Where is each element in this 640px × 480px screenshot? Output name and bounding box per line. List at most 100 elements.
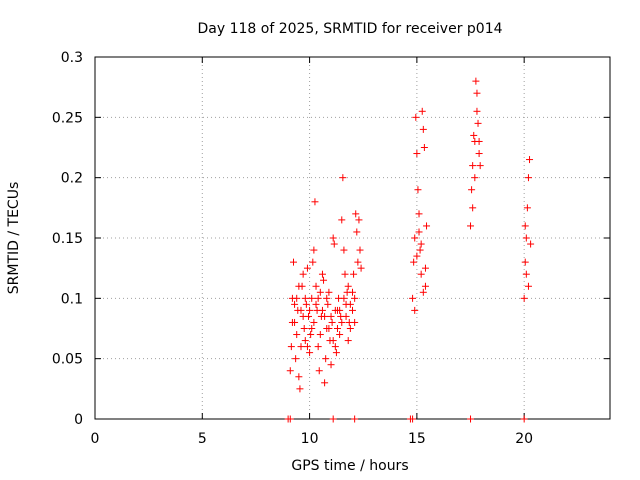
data-point	[293, 331, 301, 339]
data-point	[293, 294, 301, 302]
data-point	[356, 246, 364, 254]
data-point	[323, 294, 331, 302]
data-point	[338, 216, 346, 224]
x-axis-ticks: 0 5 10 15 20	[91, 57, 533, 447]
data-point	[325, 288, 333, 296]
data-point	[467, 222, 475, 230]
y-tick-label: 0.2	[61, 171, 83, 187]
data-point	[468, 186, 476, 194]
data-point	[353, 228, 361, 236]
data-point	[336, 331, 344, 339]
data-point	[469, 204, 477, 212]
data-point	[520, 294, 528, 302]
y-tick-label: 0.05	[52, 352, 83, 368]
data-point	[332, 349, 340, 357]
data-point	[336, 306, 344, 314]
y-axis-ticks: 0 0.05 0.1 0.15 0.2 0.25 0.3	[52, 50, 610, 428]
data-point	[354, 258, 362, 266]
data-point	[522, 234, 530, 242]
data-point	[312, 282, 320, 290]
data-point	[344, 282, 352, 290]
data-point	[307, 331, 315, 339]
data-point	[409, 415, 417, 423]
x-axis-label: GPS time / hours	[291, 458, 408, 474]
data-point	[349, 306, 356, 314]
data-point	[295, 282, 303, 290]
data-point	[330, 240, 338, 248]
data-point	[327, 361, 335, 369]
data-point	[473, 107, 481, 115]
y-axis-label: SRMTID / TECUs	[6, 182, 22, 295]
data-point	[522, 270, 530, 278]
data-point	[329, 415, 337, 423]
data-point	[469, 162, 477, 170]
data-point	[521, 222, 529, 230]
data-point	[296, 385, 304, 393]
data-point	[526, 156, 534, 164]
data-point	[339, 174, 347, 182]
chart-title: Day 118 of 2025, SRMTID for receiver p01…	[197, 21, 502, 37]
grid-lines	[95, 57, 610, 419]
data-point	[421, 282, 429, 290]
data-point	[318, 306, 326, 314]
y-tick-label: 0.15	[52, 231, 83, 247]
data-point	[338, 318, 346, 326]
data-point	[527, 240, 535, 248]
data-point	[351, 415, 359, 423]
data-point	[287, 343, 295, 351]
data-point	[418, 107, 426, 115]
y-tick-label: 0.25	[52, 110, 83, 126]
data-point	[310, 246, 318, 254]
data-point	[423, 222, 431, 230]
data-point	[289, 258, 297, 266]
data-point	[344, 337, 352, 345]
data-point	[419, 288, 427, 296]
data-point	[320, 276, 328, 284]
data-point	[475, 137, 483, 145]
data-point	[467, 415, 475, 423]
data-point	[306, 306, 314, 314]
data-point	[476, 162, 484, 170]
data-point	[413, 150, 421, 158]
data-point	[350, 270, 358, 278]
data-point	[333, 325, 341, 332]
data-point	[312, 300, 320, 308]
data-point	[421, 264, 429, 272]
data-point	[301, 337, 309, 345]
data-point	[413, 252, 421, 260]
data-point	[299, 270, 307, 278]
data-point	[314, 294, 322, 302]
data-point	[292, 355, 300, 363]
data-point	[346, 300, 354, 308]
data-point	[416, 246, 424, 254]
data-point	[340, 294, 348, 302]
data-point	[321, 379, 329, 387]
data-point	[420, 144, 428, 151]
data-points	[284, 77, 535, 423]
data-point	[297, 343, 305, 351]
data-point	[521, 258, 529, 266]
data-point	[291, 300, 299, 308]
data-point	[411, 306, 419, 314]
data-point	[342, 312, 350, 320]
data-point	[415, 228, 423, 236]
data-point	[524, 282, 532, 290]
data-point	[311, 198, 319, 206]
data-point	[417, 270, 425, 278]
data-point	[322, 355, 330, 363]
y-tick-label: 0	[74, 412, 83, 428]
y-tick-label: 0.1	[61, 291, 83, 307]
data-point	[409, 294, 417, 302]
data-point	[357, 264, 365, 272]
data-point	[316, 331, 324, 339]
x-tick-label: 0	[91, 431, 100, 447]
data-point	[411, 234, 419, 242]
data-point	[351, 318, 359, 326]
x-tick-label: 15	[408, 431, 426, 447]
data-point	[470, 131, 478, 139]
plot-frame	[94, 56, 611, 420]
data-point	[415, 210, 423, 218]
data-point	[341, 270, 349, 278]
data-point	[306, 349, 314, 357]
data-point	[417, 240, 425, 248]
